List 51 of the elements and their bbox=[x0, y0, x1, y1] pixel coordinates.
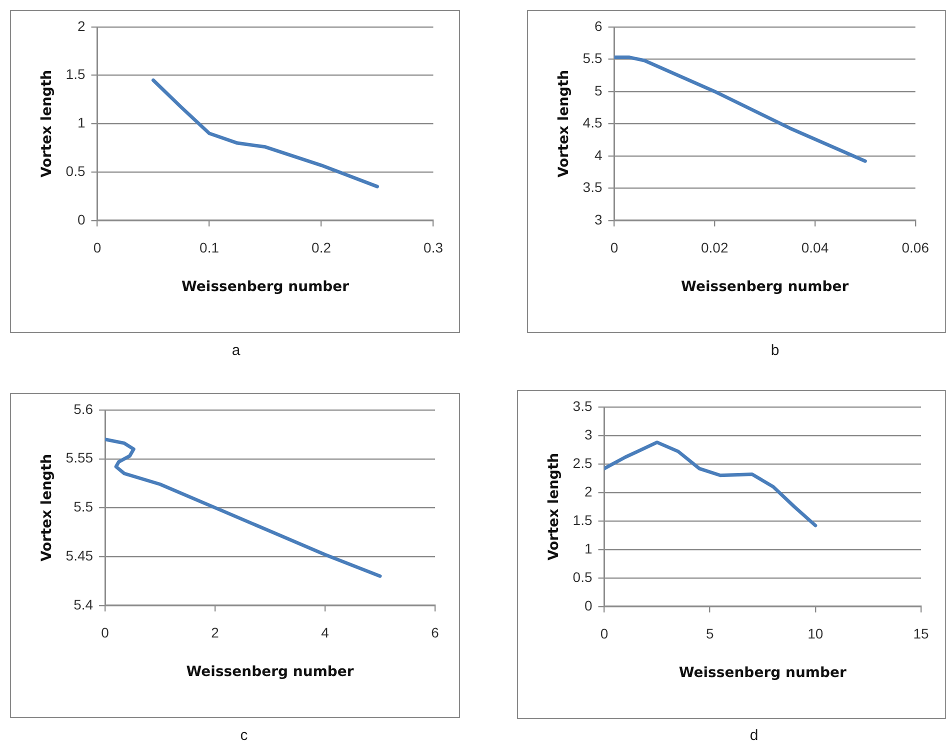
x-axis-title: Weissenberg number bbox=[681, 279, 849, 296]
y-axis-title: Vortex length bbox=[39, 454, 56, 562]
y-tick-label: 3 bbox=[584, 426, 592, 442]
x-tick-label: 4 bbox=[321, 624, 330, 641]
y-tick-label: 0 bbox=[584, 597, 592, 614]
y-tick-label: 5.45 bbox=[66, 547, 94, 564]
x-tick-label: 0.2 bbox=[312, 240, 332, 256]
x-axis-title: Weissenberg number bbox=[186, 664, 354, 680]
x-tick-label: 0.3 bbox=[424, 240, 444, 256]
x-tick-label: 0.1 bbox=[200, 240, 220, 256]
x-tick-label: 0 bbox=[610, 240, 618, 256]
y-tick-label: 5.55 bbox=[66, 450, 94, 466]
y-tick-label: 3.5 bbox=[582, 179, 602, 196]
x-tick-label: 5 bbox=[706, 626, 714, 642]
x-tick-label: 15 bbox=[913, 626, 929, 642]
x-axis-title: Weissenberg number bbox=[181, 279, 350, 296]
x-tick-label: 0 bbox=[101, 624, 110, 641]
y-tick-label: 0.5 bbox=[66, 162, 86, 179]
text: b bbox=[770, 342, 780, 359]
y-tick-label: 2.5 bbox=[572, 454, 592, 471]
y-tick-label: 1 bbox=[77, 114, 86, 131]
x-tick-label: 0.06 bbox=[902, 240, 930, 256]
x-tick-label: 0.04 bbox=[801, 240, 829, 256]
y-tick-label: 3.5 bbox=[572, 398, 592, 414]
x-tick-label: 2 bbox=[211, 624, 220, 641]
x-tick-label: 6 bbox=[431, 624, 440, 641]
y-tick-label: 1.5 bbox=[572, 512, 592, 528]
y-tick-label: 4 bbox=[594, 146, 602, 163]
y-axis-title: Vortex length bbox=[546, 452, 562, 561]
text: a bbox=[230, 342, 242, 359]
y-axis-title: Vortex length bbox=[39, 70, 56, 178]
text: d bbox=[748, 727, 760, 744]
y-tick-label: 1.5 bbox=[66, 66, 86, 82]
y-tick-label: 5 bbox=[594, 82, 602, 98]
text: c bbox=[239, 727, 249, 744]
y-tick-label: 5.5 bbox=[74, 498, 94, 515]
y-tick-label: 6 bbox=[594, 18, 602, 34]
y-tick-label: 2 bbox=[77, 18, 86, 34]
y-tick-label: 4.5 bbox=[582, 114, 602, 131]
x-axis-title: Weissenberg number bbox=[678, 665, 847, 682]
y-tick-label: 3 bbox=[594, 211, 602, 228]
x-tick-label: 10 bbox=[808, 626, 824, 642]
y-tick-label: 1 bbox=[584, 540, 592, 556]
y-tick-label: 2 bbox=[584, 483, 592, 500]
y-tick-label: 5.6 bbox=[74, 400, 94, 417]
y-tick-label: 0.5 bbox=[572, 568, 592, 585]
y-axis-title: Vortex length bbox=[556, 70, 572, 178]
y-tick-label: 0 bbox=[77, 211, 86, 228]
x-tick-label: 0.02 bbox=[701, 240, 728, 256]
y-tick-label: 5.5 bbox=[582, 50, 602, 66]
y-tick-label: 5.4 bbox=[74, 596, 94, 612]
